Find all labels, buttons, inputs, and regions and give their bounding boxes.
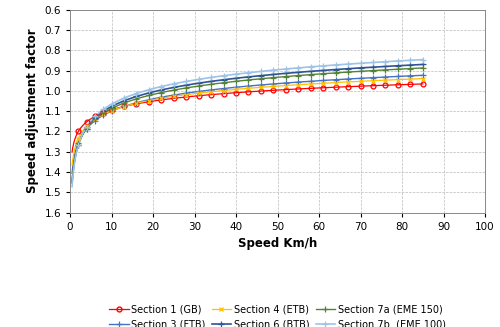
Y-axis label: Speed adjustment factor: Speed adjustment factor [26, 29, 39, 194]
Legend: Section 1 (GB), Section 3 (FTB), Section 4 (ETB), Section 6 (BTB), Section 7a (E: Section 1 (GB), Section 3 (FTB), Section… [109, 304, 446, 327]
X-axis label: Speed Km/h: Speed Km/h [238, 237, 317, 250]
